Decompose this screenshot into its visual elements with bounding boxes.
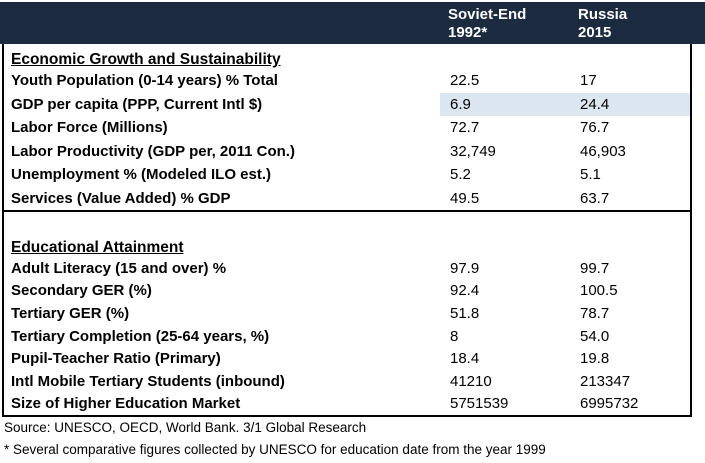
table-row: Tertiary GER (%) 51.8 78.7 xyxy=(4,302,690,325)
table-row: Adult Literacy (15 and over) % 97.9 99.7 xyxy=(4,257,690,280)
value-soviet-1992: 97.9 xyxy=(450,259,480,277)
table-row-highlighted: GDP per capita (PPP, Current Intl $) 6.9… xyxy=(4,92,690,116)
value-soviet-1992: 32,749 xyxy=(450,142,496,160)
row-label: Pupil-Teacher Ratio (Primary) xyxy=(11,350,221,368)
value-soviet-1992: 22.5 xyxy=(450,72,480,90)
table-row: Labor Productivity (GDP per, 2011 Con.) … xyxy=(4,140,690,164)
value-soviet-1992: 5.2 xyxy=(450,166,471,184)
column-header-line: 1992* xyxy=(448,24,488,41)
section-title: Educational Attainment xyxy=(11,239,184,256)
source-note: Source: UNESCO, OECD, World Bank. 3/1 Gl… xyxy=(4,420,367,435)
value-russia-2015: 54.0 xyxy=(580,327,610,345)
row-label: Labor Productivity (GDP per, 2011 Con.) xyxy=(11,142,295,160)
section-educational-attainment: Educational Attainment Adult Literacy (1… xyxy=(4,212,690,415)
value-soviet-1992: 51.8 xyxy=(450,304,480,322)
value-russia-2015: 6995732 xyxy=(580,395,639,413)
value-russia-2015: 213347 xyxy=(580,372,631,390)
section-title: Economic Growth and Sustainability xyxy=(11,51,281,68)
value-soviet-1992: 18.4 xyxy=(450,350,480,368)
value-russia-2015: 100.5 xyxy=(580,282,618,300)
row-label: Adult Literacy (15 and over) % xyxy=(11,259,227,277)
value-soviet-1992: 41210 xyxy=(450,372,492,390)
value-soviet-1992: 72.7 xyxy=(450,119,480,137)
table-row: Services (Value Added) % GDP 49.5 63.7 xyxy=(4,187,690,211)
row-label: Tertiary Completion (25-64 years, %) xyxy=(11,327,270,345)
value-russia-2015: 99.7 xyxy=(580,259,610,277)
column-header-line: Russia xyxy=(578,6,628,23)
table-row: Pupil-Teacher Ratio (Primary) 18.4 19.8 xyxy=(4,347,690,370)
column-header-line: Soviet-End xyxy=(448,6,527,23)
row-label: Labor Force (Millions) xyxy=(11,119,168,137)
column-header-soviet-1992: Soviet-End 1992* xyxy=(448,6,526,42)
row-label: Unemployment % (Modeled ILO est.) xyxy=(11,166,272,184)
table-row: Intl Mobile Tertiary Students (inbound) … xyxy=(4,370,690,393)
value-russia-2015: 17 xyxy=(580,72,597,90)
value-russia-2015: 5.1 xyxy=(580,166,601,184)
value-russia-2015: 19.8 xyxy=(580,350,610,368)
table-header-band: Soviet-End 1992* Russia 2015 xyxy=(0,2,705,44)
row-label: GDP per capita (PPP, Current Intl $) xyxy=(11,95,263,113)
section-spacer xyxy=(4,212,690,232)
footnote: * Several comparative figures collected … xyxy=(4,442,546,457)
value-soviet-1992: 49.5 xyxy=(450,189,480,207)
row-label: Services (Value Added) % GDP xyxy=(11,189,231,207)
value-russia-2015: 46,903 xyxy=(580,142,626,160)
row-label: Intl Mobile Tertiary Students (inbound) xyxy=(11,372,285,390)
row-label: Tertiary GER (%) xyxy=(11,304,130,322)
row-label: Youth Population (0-14 years) % Total xyxy=(11,72,278,90)
column-header-russia-2015: Russia 2015 xyxy=(578,6,627,42)
value-russia-2015: 76.7 xyxy=(580,119,610,137)
table-row: Youth Population (0-14 years) % Total 22… xyxy=(4,69,690,93)
value-russia-2015: 24.4 xyxy=(570,92,690,116)
section-economic-growth: Economic Growth and Sustainability Youth… xyxy=(4,44,690,212)
value-russia-2015: 63.7 xyxy=(580,189,610,207)
table-row: Labor Force (Millions) 72.7 76.7 xyxy=(4,116,690,140)
table-row: Secondary GER (%) 92.4 100.5 xyxy=(4,280,690,303)
value-soviet-1992: 92.4 xyxy=(450,282,480,300)
value-soviet-1992: 5751539 xyxy=(450,395,509,413)
column-header-line: 2015 xyxy=(578,24,612,41)
value-soviet-1992: 6.9 xyxy=(440,92,570,116)
value-soviet-1992: 8 xyxy=(450,327,459,345)
table-row: Tertiary Completion (25-64 years, %) 8 5… xyxy=(4,325,690,348)
value-russia-2015: 78.7 xyxy=(580,304,610,322)
row-label: Size of Higher Education Market xyxy=(11,395,241,413)
table-row: Unemployment % (Modeled ILO est.) 5.2 5.… xyxy=(4,163,690,187)
row-label: Secondary GER (%) xyxy=(11,282,152,300)
table-row: Size of Higher Education Market 5751539 … xyxy=(4,392,690,415)
table-body: Economic Growth and Sustainability Youth… xyxy=(2,44,692,417)
